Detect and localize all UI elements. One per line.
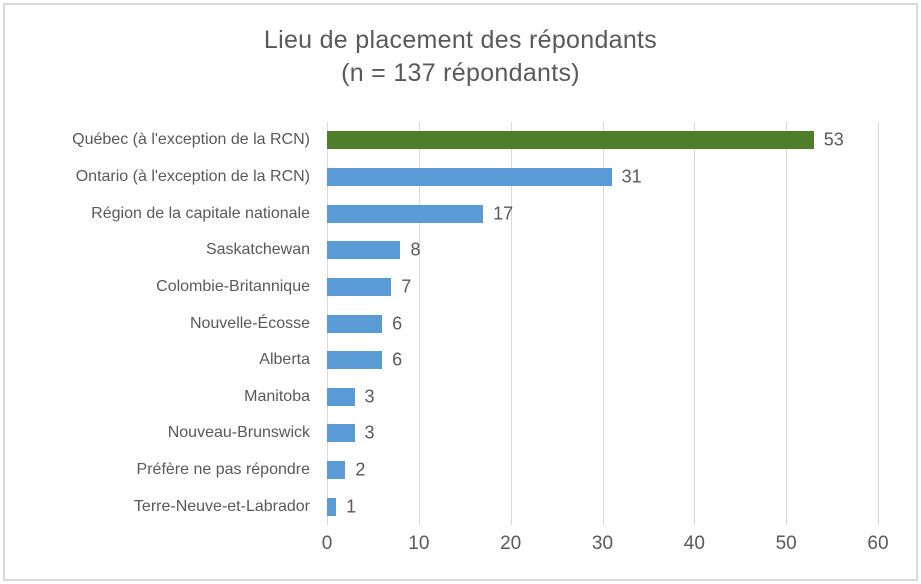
category-label: Région de la capitale nationale: [91, 204, 310, 222]
category-label: Terre-Neuve-et-Labrador: [133, 497, 310, 515]
bar-value-label: 53: [823, 129, 844, 150]
bar-value-label: 3: [364, 386, 375, 407]
category-label: Manitoba: [244, 387, 310, 405]
bar-row: 31: [327, 159, 878, 196]
bar: [327, 314, 383, 333]
bar-row: 6: [327, 305, 878, 342]
x-tick-label: 40: [683, 533, 705, 554]
bar-row: 1: [327, 488, 878, 525]
category-label: Alberta: [259, 351, 310, 369]
category-label: Colombie-Britannique: [156, 277, 310, 295]
category-label: Ontario (à l'exception de la RCN): [75, 167, 310, 185]
x-tick-label: 60: [867, 533, 889, 554]
x-tick-label: 50: [775, 533, 797, 554]
bar-row: 3: [327, 378, 878, 415]
bar: [327, 204, 484, 223]
bar-row: 8: [327, 232, 878, 269]
plot-area: 53 31 17 8 7 6 6 3 3 2 1: [327, 122, 879, 525]
bar-row: 3: [327, 415, 878, 452]
x-tick-label: 20: [500, 533, 522, 554]
x-tick-label: 30: [591, 533, 614, 554]
bar: [327, 497, 337, 516]
gridline: [786, 122, 788, 525]
bar-value-label: 17: [493, 203, 514, 224]
bar-value-label: 6: [392, 313, 403, 334]
bar-value-label: 1: [346, 496, 357, 517]
bar-row: 2: [327, 452, 878, 489]
bar: [327, 241, 401, 260]
gridline: [878, 122, 879, 525]
bar-rows: 53 31 17 8 7 6 6 3 3 2 1: [327, 122, 878, 525]
bar-value-label: 7: [401, 276, 412, 297]
category-axis: Québec (à l'exception de la RCN) Ontario …: [0, 122, 310, 525]
bar: [327, 131, 814, 150]
chart-title-block: Lieu de placement des répondants (n = 13…: [0, 24, 921, 90]
bar-row: 6: [327, 342, 878, 379]
gridline: [510, 122, 512, 525]
bar-value-label: 3: [364, 422, 375, 443]
category-label: Préfère ne pas répondre: [136, 461, 310, 479]
bar-row: 7: [327, 269, 878, 306]
chart-title: Lieu de placement des répondants: [263, 26, 658, 54]
category-label: Nouvelle-Écosse: [189, 314, 310, 332]
x-tick-label: 10: [408, 533, 430, 554]
bar-value-label: 31: [621, 166, 642, 187]
bar-value-label: 8: [410, 239, 421, 260]
bar-value-label: 6: [392, 349, 403, 370]
bar: [327, 351, 383, 370]
chart-subtitle: (n = 137 répondants): [341, 59, 580, 87]
bar: [327, 387, 355, 406]
bar-row: 17: [327, 195, 878, 232]
bar-row: 53: [327, 122, 878, 159]
bar: [327, 277, 392, 296]
gridline: [694, 122, 696, 525]
category-label: Nouveau-Brunswick: [167, 424, 310, 442]
gridline: [418, 122, 420, 525]
x-axis: 0 10 20 30 40 50 60: [322, 533, 889, 557]
x-tick-label: 0: [321, 533, 333, 554]
bar: [327, 424, 355, 443]
category-label: Québec (à l'exception de la RCN): [72, 131, 310, 149]
bar-value-label: 2: [355, 459, 366, 480]
bar: [327, 461, 346, 480]
bar: [327, 167, 612, 186]
category-label: Saskatchewan: [205, 241, 310, 259]
gridline: [602, 122, 604, 525]
